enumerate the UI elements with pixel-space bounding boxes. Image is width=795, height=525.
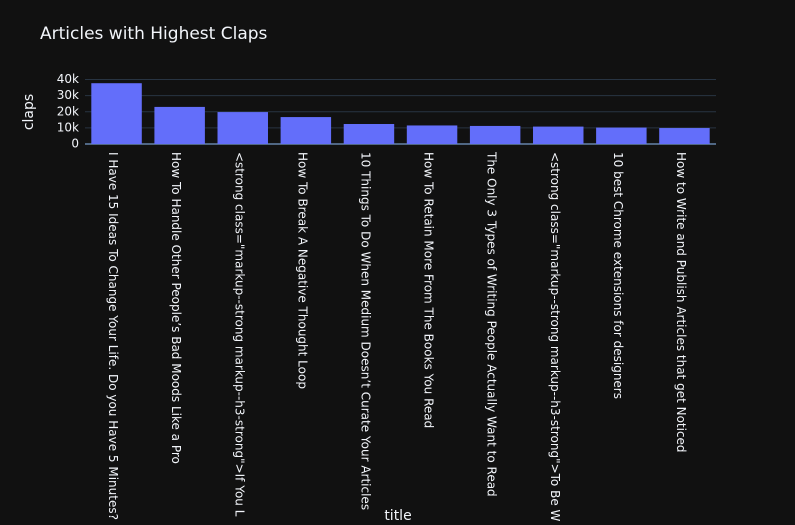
- y-tick-label: 20k: [57, 104, 79, 118]
- bar: [217, 112, 268, 144]
- x-tick-label: How to Write and Publish Articles that g…: [674, 152, 688, 453]
- bar: [596, 127, 647, 144]
- bar: [406, 125, 458, 144]
- bar: [154, 106, 205, 144]
- x-tick-label: How To Handle Other People’s Bad Moods L…: [169, 152, 183, 464]
- x-tick-label: <strong class="markup--strong markup--h3…: [232, 152, 246, 517]
- y-axis-title: claps: [21, 94, 37, 130]
- bar: [343, 124, 395, 144]
- y-tick-label: 10k: [57, 120, 79, 134]
- y-tick-label: 0: [71, 137, 79, 151]
- x-tick-label: <strong class="markup--strong markup--h3…: [548, 152, 562, 522]
- bar: [533, 126, 584, 144]
- bar: [91, 83, 142, 144]
- bar: [659, 128, 710, 144]
- bar: [280, 117, 332, 144]
- x-tick-label: 10 Things To Do When Medium Doesn’t Cura…: [358, 152, 372, 510]
- x-tick-label: The Only 3 Types of Writing People Actua…: [485, 151, 499, 497]
- x-tick-label: I Have 15 Ideas To Change Your Life. Do …: [106, 152, 120, 520]
- x-tick-label: How To Retain More From The Books You Re…: [422, 152, 436, 428]
- x-tick-label: How To Break A Negative Thought Loop: [295, 152, 309, 389]
- x-axis-title: title: [384, 508, 411, 524]
- y-tick-label: 40k: [57, 72, 79, 86]
- bar: [469, 125, 521, 144]
- y-tick-label: 30k: [57, 88, 79, 102]
- chart-title: Articles with Highest Claps: [40, 24, 268, 44]
- x-tick-label: 10 best Chrome extensions for designers: [611, 152, 625, 399]
